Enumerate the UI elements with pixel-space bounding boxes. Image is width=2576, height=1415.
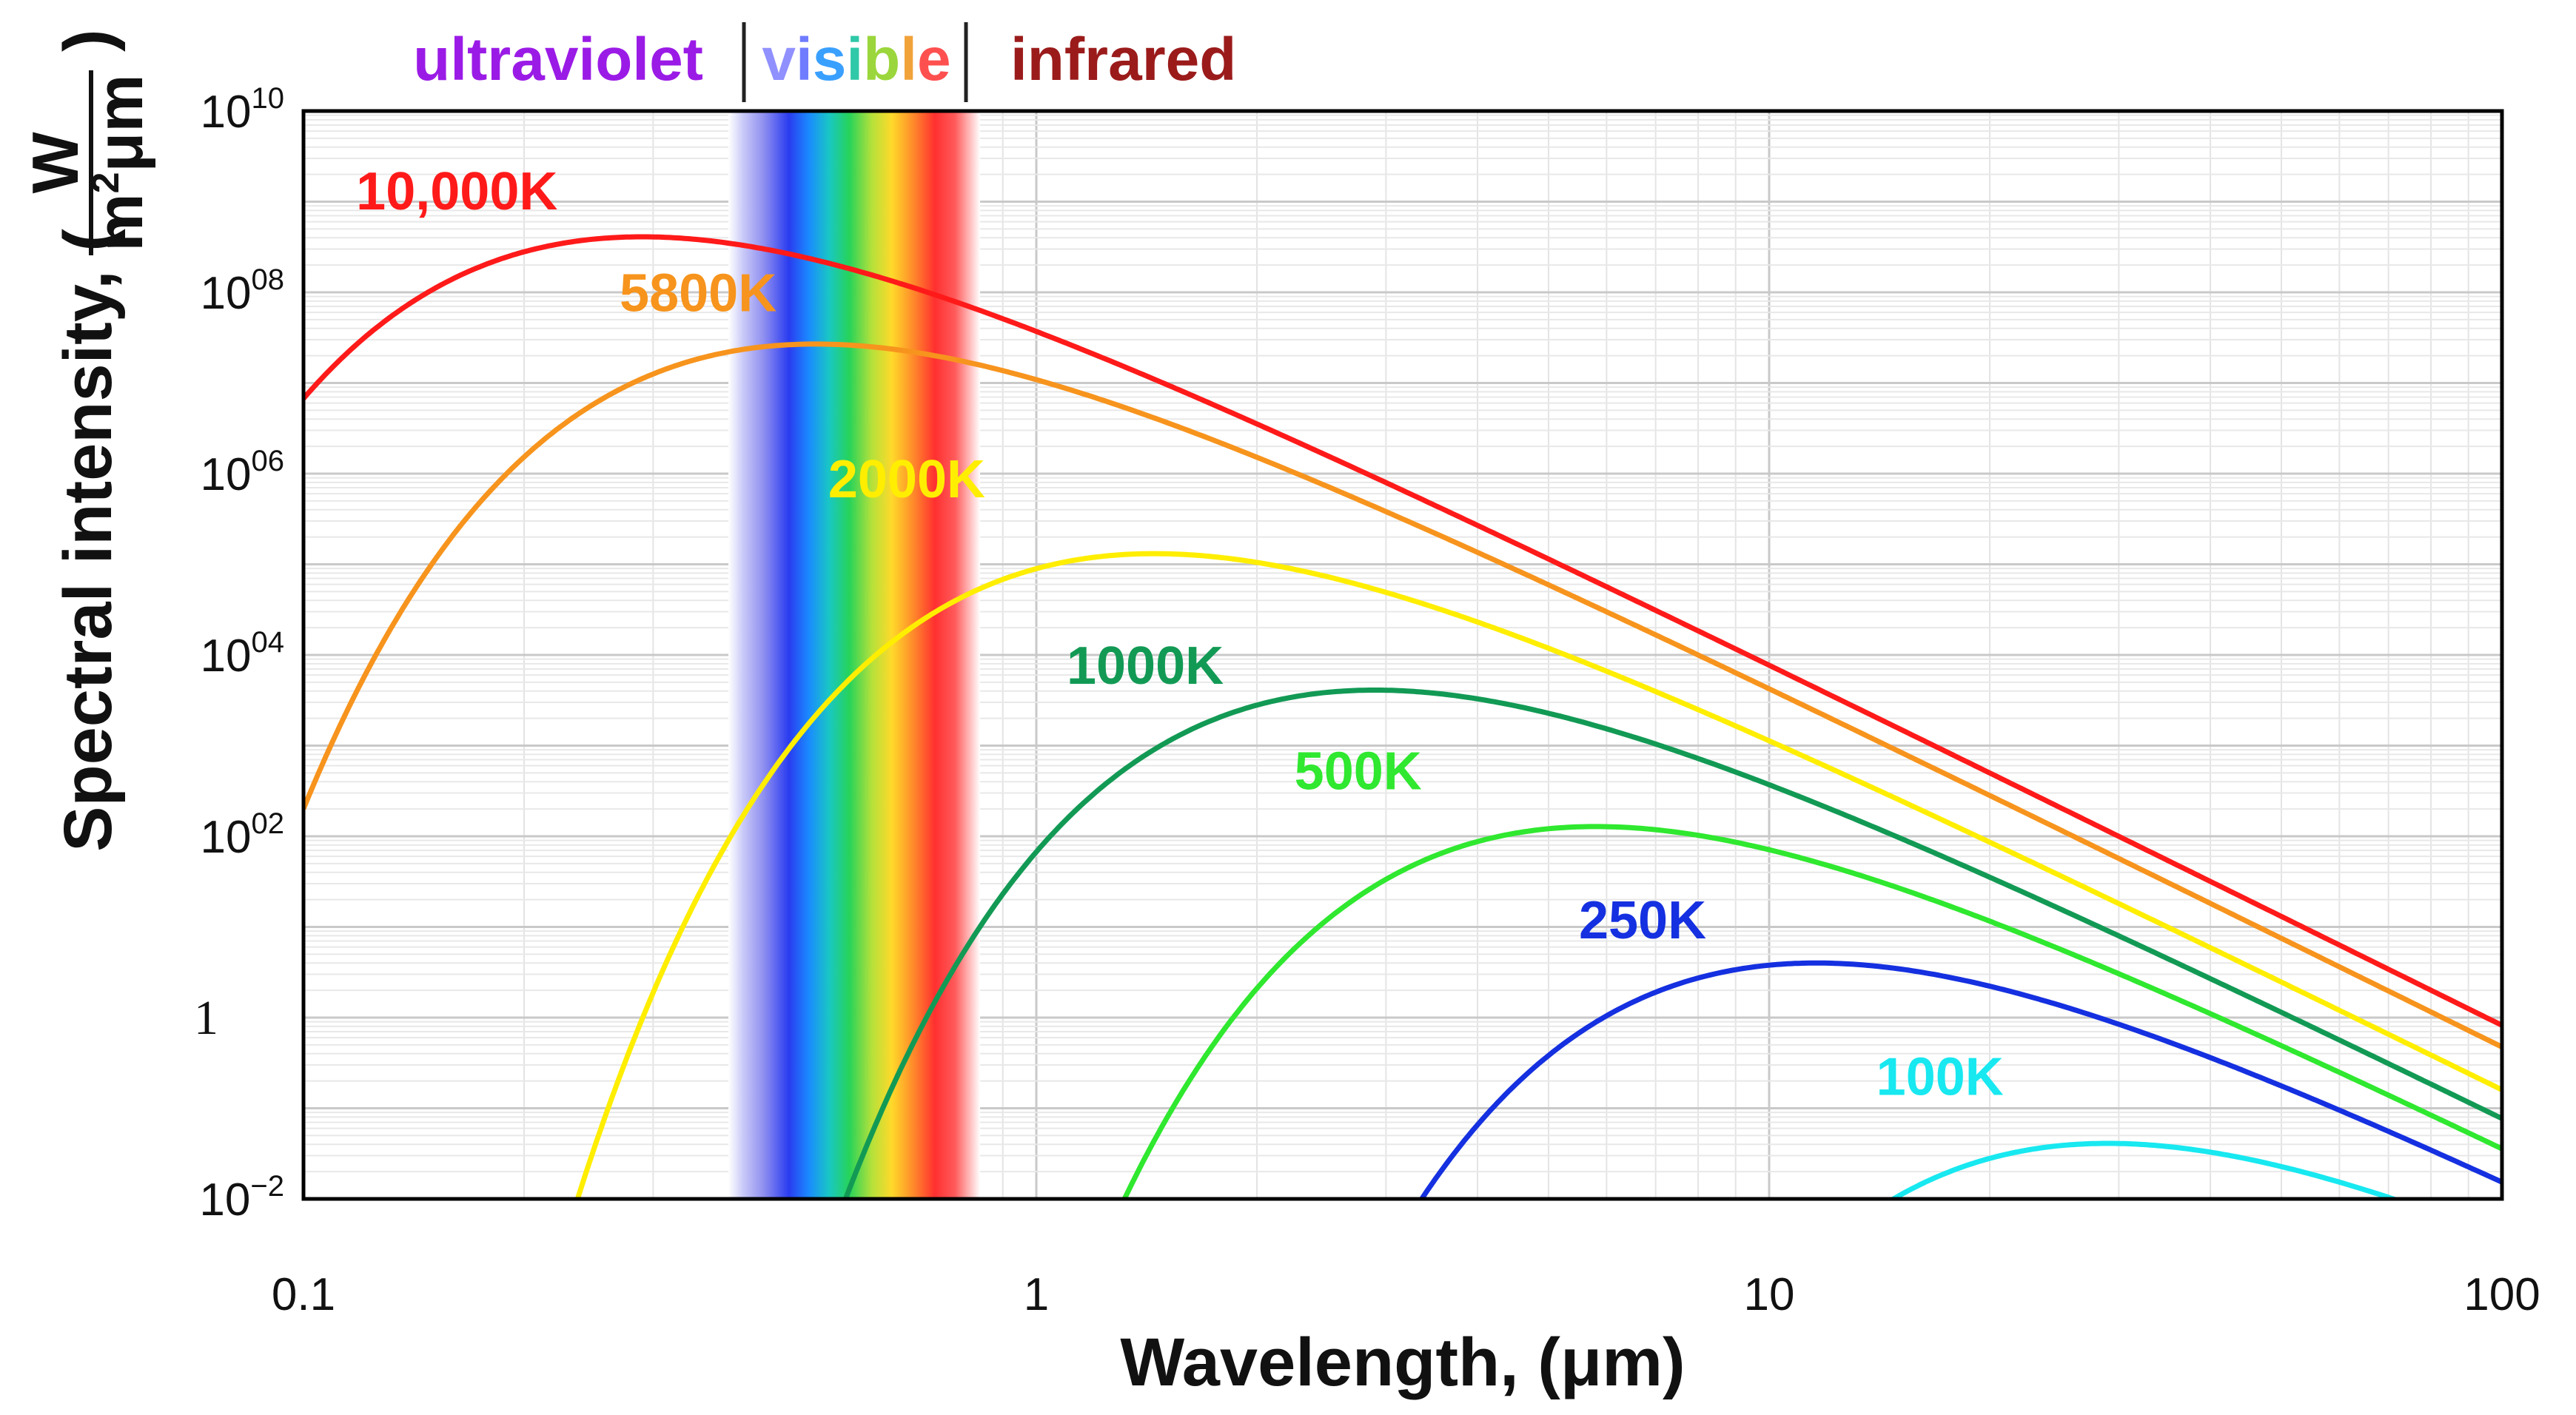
- series-line-1000k: [842, 688, 2502, 1199]
- y-tick-label: 1006: [201, 445, 284, 500]
- series-line-100k: [1888, 1140, 2402, 1199]
- y-axis-label-text: Spectral intensity, (: [50, 229, 126, 852]
- y-tick-label: 1008: [201, 263, 284, 319]
- series-line-2000k: [574, 551, 2502, 1199]
- series-line-10000k: [303, 234, 2502, 1028]
- series-label-250k: 250K: [1579, 891, 1706, 950]
- series-line-250k: [1418, 960, 2502, 1199]
- band-label-infrared: infrared: [1010, 26, 1236, 93]
- y-tick-label: 1002: [201, 807, 284, 863]
- series-label-10000k: 10,000K: [356, 162, 557, 221]
- series-label-500k: 500K: [1295, 742, 1422, 801]
- series-curves: [303, 234, 2502, 1199]
- axis-ticks: 0.1 1 10 100 10−2 1 1002 1004 1006 1008 1010: [194, 82, 2540, 1320]
- y-tick-label: 1: [194, 991, 218, 1045]
- series-line-500k: [1121, 824, 2502, 1199]
- y-axis-unit-denominator: m2μm: [83, 74, 156, 251]
- x-tick-label: 1: [1024, 1269, 1049, 1320]
- series-label-2000k: 2000K: [828, 450, 985, 509]
- spectrum-band-header: ultraviolet visible infrared: [413, 22, 1236, 102]
- series-label-5800k: 5800K: [620, 263, 777, 323]
- band-label-visible: visible: [762, 26, 950, 93]
- y-tick-label: 1004: [201, 626, 284, 682]
- x-tick-label: 100: [2463, 1269, 2540, 1320]
- series-labels: 10,000K 5800K 2000K 1000K 500K 250K 100K: [356, 162, 2004, 1107]
- series-label-1000k: 1000K: [1067, 636, 1224, 696]
- visible-spectrum-band: [728, 111, 981, 1199]
- y-axis-unit-numerator: W: [19, 132, 92, 193]
- x-tick-label: 10: [1744, 1269, 1795, 1320]
- series-line-5800k: [303, 341, 2502, 1049]
- y-axis-label-close: ): [50, 29, 126, 52]
- y-tick-label: 1010: [201, 82, 284, 138]
- y-tick-label: 10−2: [199, 1170, 284, 1226]
- x-axis-label: Wavelength, (μm): [1120, 1325, 1685, 1400]
- plot-grid: [303, 111, 2502, 1199]
- band-label-ultraviolet: ultraviolet: [413, 26, 703, 93]
- x-tick-label: 0.1: [272, 1269, 335, 1320]
- series-label-100k: 100K: [1876, 1048, 2004, 1107]
- plot-frame: [301, 109, 2504, 1201]
